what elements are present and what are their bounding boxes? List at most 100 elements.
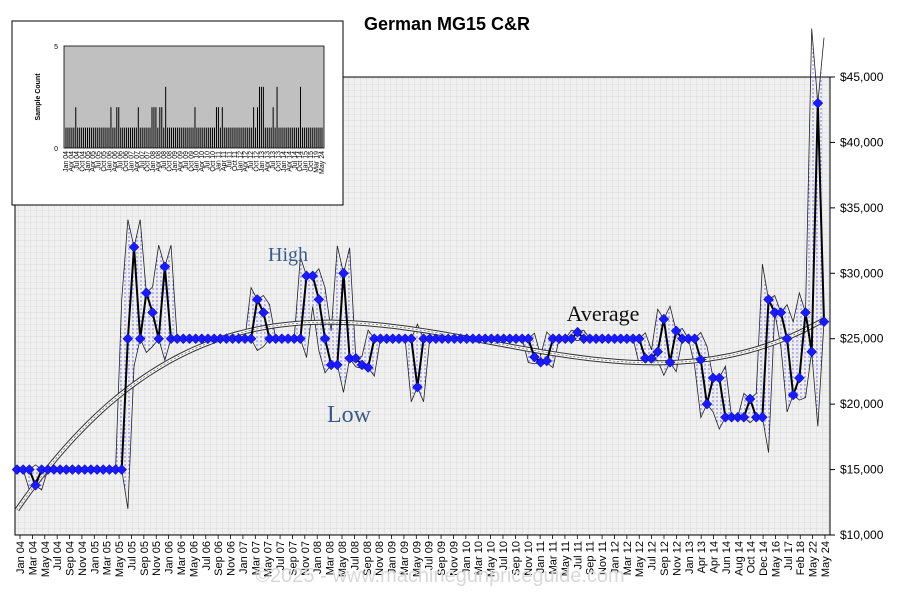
data-point [529,351,540,363]
data-point [128,241,140,253]
data-point [800,307,811,318]
inset-x-tick: Jul 11 [226,151,233,169]
inset-x-tick: Oct 13 [275,151,282,172]
data-point [153,333,165,345]
data-point [116,464,128,475]
x-tick-label: Mar 05 [102,541,114,575]
low-label: Low [327,402,372,428]
inset-x-tick: Oct 05 [101,151,108,172]
data-point [658,313,670,325]
inset-x-tick: Jul 04 [74,151,81,170]
inset-x-tick: Jan 06 [107,151,114,172]
inset-x-tick: Mar 19 [314,151,321,173]
x-tick-label: Apr 14 [709,541,721,573]
x-tick-label: Mar 08 [325,541,337,575]
x-tick-label: Nov 11 [597,541,609,575]
x-tick-label: Nov 12 [671,541,683,576]
data-point [763,294,774,305]
data-point [141,287,152,299]
x-tick-label: Mar 11 [548,541,560,574]
inset-y-tick: 0 [54,146,58,153]
x-tick-label: Nov 06 [226,541,238,576]
x-tick-label: Jul 10 [498,541,510,570]
x-tick-label: Jul 08 [349,541,361,570]
data-point [319,333,331,345]
x-tick-label: Mar 07 [250,541,262,575]
inset-x-tick: Jan 11 [216,151,223,172]
inset-x-tick: Oct 08 [166,151,173,172]
inset-x-tick: Jul 12 [248,151,255,170]
inset-x-tick: Oct 07 [145,151,152,172]
x-tick-label: Nov 08 [374,541,386,576]
inset-x-tick: Apr 05 [90,151,97,172]
inset-x-tick: Oct 04 [79,151,86,172]
x-tick-label: May 07 [263,541,275,577]
inset-x-tick: Apr 14 [286,151,293,172]
data-point [806,346,818,358]
data-point [295,333,306,345]
x-tick-label: Dec 14 [758,541,770,576]
x-tick-label: Jan 11 [535,541,547,573]
x-tick-label: Jul 17 [783,541,795,570]
inset-x-tick: Apr 12 [243,151,250,172]
inset-x-tick: Jul 08 [161,151,168,170]
x-tick-label: Jul 04 [52,541,64,570]
y-tick-label: $20,000 [840,397,884,411]
inset-x-tick: Jan 12 [237,151,244,172]
x-tick-label: May 10 [486,541,498,577]
x-tick-label: Oct 14 [746,541,758,573]
inset-x-tick: Jan 07 [128,151,135,172]
inset-x-tick: Apr 10 [199,151,206,172]
data-point [541,355,553,367]
x-tick-label: Nov 07 [300,541,312,576]
data-point [646,352,657,364]
data-point [405,333,417,345]
price-series [11,97,830,491]
data-point [775,307,787,318]
data-point [362,362,374,373]
data-point [350,352,362,364]
data-point [713,372,725,384]
data-point [695,354,707,366]
inset-x-tick: Jan 10 [194,151,201,172]
x-tick-label: Jan 08 [312,541,324,574]
data-point [258,307,269,318]
x-tick-label: May 09 [411,541,423,577]
x-tick-label: Sep 06 [213,541,225,576]
x-tick-label: Nov 04 [77,541,89,576]
inset-x-tick: Apr 13 [265,151,272,172]
data-point [147,307,158,318]
inset-x-tick: Oct 11 [232,151,239,171]
x-tick-label: Sep 04 [65,541,77,576]
inset-x-tick: Apr 09 [177,151,184,172]
x-tick-label: Jan 04 [15,541,27,574]
inset-x-tick: Jan 04 [63,151,70,172]
data-point [670,325,682,337]
high-label: High [268,244,308,266]
x-tick-label: Jun 14 [721,541,733,574]
data-point [30,479,41,491]
x-tick-label: Jul 12 [647,541,659,570]
x-tick-label: Nov 09 [448,541,460,576]
x-tick-label: Jul 11 [572,541,584,570]
inset-x-tick: Oct 06 [123,151,130,172]
x-tick-label: Jan 06 [164,541,176,574]
inset-x-tick: Jul 07 [139,151,146,170]
x-tick-label: Aug 14 [733,541,745,576]
x-tick-label: May 04 [40,541,52,577]
inset-x-tick: Jul 14 [292,151,299,170]
data-point [134,333,146,345]
x-axis: Jan 04 Mar 04 May 04 Jul 04 Sep 04 Nov 04 Jan … [15,535,832,577]
x-tick-label: Jan 09 [387,541,399,574]
data-point [23,464,35,475]
data-point [652,346,664,358]
x-tick-label: Sep 11 [585,541,597,575]
x-tick-label: May 22 [808,541,820,577]
x-tick-label: May 05 [114,541,126,577]
inset-x-tick: Jan 09 [172,151,179,172]
inset-x-tick: Jul 09 [183,151,190,170]
data-point [251,294,263,305]
data-point [122,333,134,345]
